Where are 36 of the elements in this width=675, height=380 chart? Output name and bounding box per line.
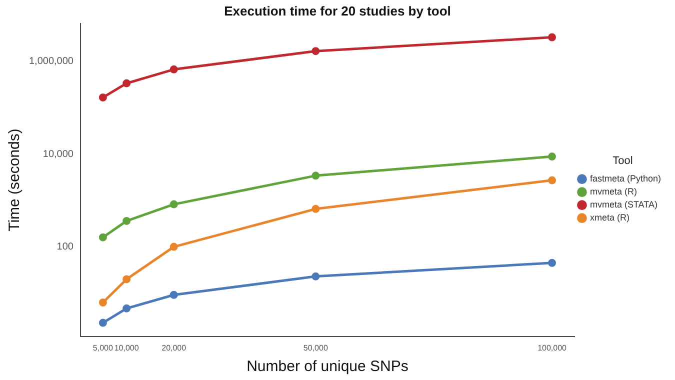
point [312, 272, 320, 280]
point [312, 204, 320, 213]
x-tick-label: 100,000 [538, 343, 568, 352]
point [122, 304, 131, 312]
y-tick-label: 10,000 [42, 148, 74, 160]
legend-label: mvmeta (STATA) [590, 200, 658, 210]
point [548, 152, 556, 161]
y-axis-title: Time (seconds) [6, 128, 24, 232]
legend-label: mvmeta (R) [590, 186, 637, 197]
y-tick-label: 100 [56, 242, 74, 253]
point [98, 93, 107, 102]
point [170, 200, 178, 208]
point [312, 172, 320, 180]
point [122, 79, 131, 88]
x-tick-label: 10,000 [114, 343, 140, 352]
point [170, 65, 178, 74]
point [98, 233, 107, 242]
point [170, 242, 178, 251]
chart-title: Execution time for 20 studies by tool [224, 3, 451, 18]
point [548, 258, 556, 267]
x-axis-title: Number of unique SNPs [246, 358, 408, 376]
y-tick-label: 1,000,000 [28, 56, 74, 68]
legend-label: fastmeta (Python) [590, 174, 662, 184]
point [548, 33, 556, 42]
point [170, 290, 178, 299]
x-tick-label: 20,000 [162, 343, 187, 352]
point [122, 216, 131, 225]
point [312, 47, 320, 56]
legend-label: xmeta (R) [590, 212, 630, 223]
point [98, 318, 107, 327]
point [548, 176, 556, 184]
point [122, 275, 131, 284]
legend-title: Tool [612, 154, 633, 167]
x-tick-label: 50,000 [303, 343, 328, 352]
point [98, 298, 107, 306]
x-tick-label: 5,000 [92, 343, 114, 352]
